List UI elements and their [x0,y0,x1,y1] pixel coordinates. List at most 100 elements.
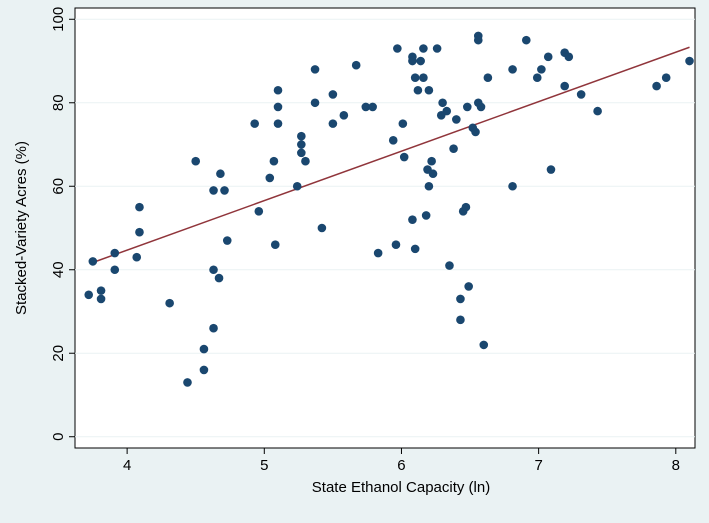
point [183,378,192,387]
point [532,73,542,83]
point [351,60,361,70]
point [543,52,553,62]
point [391,240,401,249]
point [471,127,480,137]
point [191,156,201,166]
point [135,202,144,212]
point [265,173,275,183]
point [220,186,229,195]
y-tick-label: 100 [50,7,67,32]
point [273,85,283,95]
point [269,156,279,166]
plot-area [74,7,696,449]
y-tick-label: 0 [50,433,67,441]
point [413,85,423,95]
y-tick-label: 20 [50,345,67,362]
point [661,73,671,83]
point [301,156,310,166]
point [424,181,434,191]
point [483,73,493,83]
point [508,65,517,74]
point [564,52,574,62]
x-tick-label: 5 [260,457,268,474]
point [270,240,280,249]
point [110,265,120,275]
point [399,152,409,162]
point [593,106,602,116]
point [209,323,218,333]
point [408,56,417,66]
point [310,65,320,74]
point [222,236,232,245]
point [209,265,218,275]
point [537,65,546,74]
point [135,227,144,237]
point [473,35,483,45]
x-tick-label: 6 [397,457,405,474]
point [445,261,454,270]
point [476,102,486,112]
point [463,102,472,112]
point [297,131,306,141]
point [421,211,431,220]
point [373,248,383,258]
point [456,294,465,304]
point [410,73,420,83]
point [339,110,349,120]
point [214,273,224,283]
point [560,81,569,91]
point [424,85,434,95]
point [508,181,517,191]
point [438,98,447,108]
point [368,102,377,112]
point [398,119,408,128]
point [328,90,338,99]
point [479,340,489,350]
point [96,286,106,295]
x-tick-label: 4 [123,457,131,474]
point [408,215,417,224]
point [442,106,452,116]
point [250,119,259,128]
point [88,257,98,266]
point [461,202,471,212]
point [410,244,420,254]
point [199,344,209,354]
point [273,119,283,128]
y-axis-title: Stacked-Variety Acres (%) [13,141,30,315]
point [132,252,142,262]
point [361,102,371,112]
point [297,140,306,149]
x-tick-label: 7 [534,457,542,474]
point [432,44,442,53]
point [521,35,531,45]
point [96,294,106,304]
point [84,290,94,300]
point [209,186,218,195]
point [199,365,209,375]
point [652,81,661,91]
point [388,136,398,145]
fit-line [89,46,690,265]
point [292,181,302,191]
point [216,169,225,179]
point [297,148,306,158]
point [317,223,327,233]
point [328,119,338,128]
point [416,56,425,66]
point [428,169,438,179]
y-tick-label: 40 [50,261,67,278]
point [310,98,320,108]
point [419,44,428,53]
point [273,102,283,112]
point [464,282,473,291]
point [254,207,264,216]
point [685,56,694,66]
point [546,165,556,174]
y-tick-label: 60 [50,178,67,195]
point [110,248,120,258]
x-tick-label: 8 [672,457,680,474]
point [456,315,465,325]
point [419,73,428,83]
